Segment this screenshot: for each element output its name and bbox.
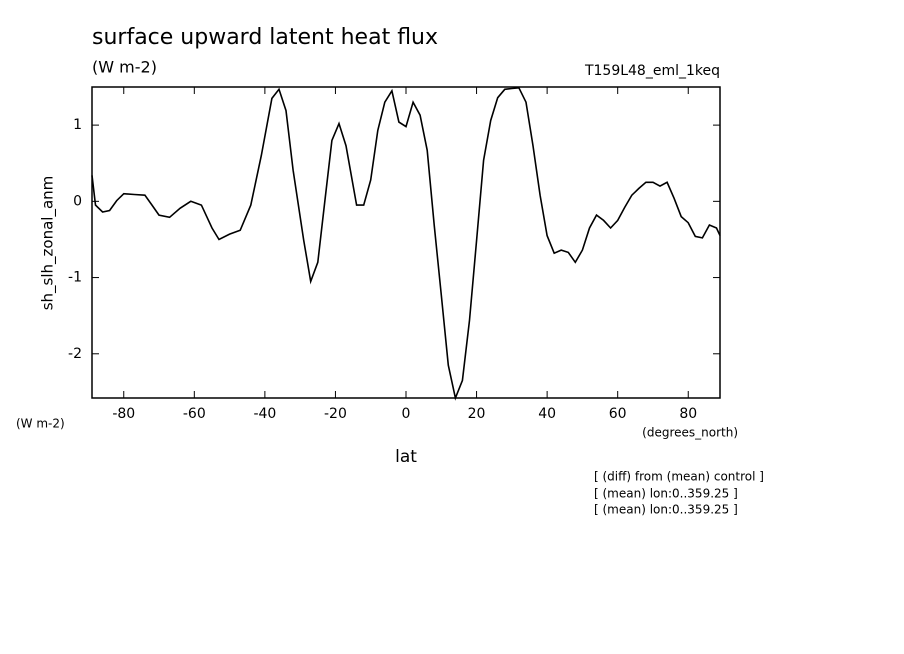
note: [ (diff) from (mean) control ] <box>594 470 764 484</box>
x-tick-label: 0 <box>402 406 411 422</box>
note: [ (mean) lon:0..359.25 ] <box>594 487 738 501</box>
data-line <box>91 86 721 401</box>
x-tick-label: -60 <box>183 406 206 422</box>
x-tick-label: 20 <box>468 406 486 422</box>
y-units: (W m-2) <box>16 417 65 431</box>
note: [ (mean) lon:0..359.25 ] <box>594 503 738 517</box>
chart-title: surface upward latent heat flux <box>92 25 438 50</box>
x-tick-label: -80 <box>112 406 135 422</box>
x-tick-label: 60 <box>609 406 627 422</box>
plot-frame <box>91 86 721 399</box>
chart-subtitle: (W m-2) <box>92 58 157 77</box>
y-tick-label: 0 <box>73 193 82 209</box>
y-axis-label: sh_slh_zonal_anm <box>39 176 58 311</box>
x-tick-label: 80 <box>679 406 697 422</box>
x-tick-label: -20 <box>324 406 347 422</box>
x-axis-label: lat <box>395 447 417 467</box>
x-tick-label: 40 <box>538 406 556 422</box>
y-tick-label: -1 <box>68 270 82 286</box>
x-units: (degrees_north) <box>642 426 738 440</box>
y-tick-label: -2 <box>68 346 82 362</box>
run-label: T159L48_eml_1keq <box>584 63 720 79</box>
y-tick-label: 1 <box>73 117 82 133</box>
x-tick-label: -40 <box>253 406 276 422</box>
